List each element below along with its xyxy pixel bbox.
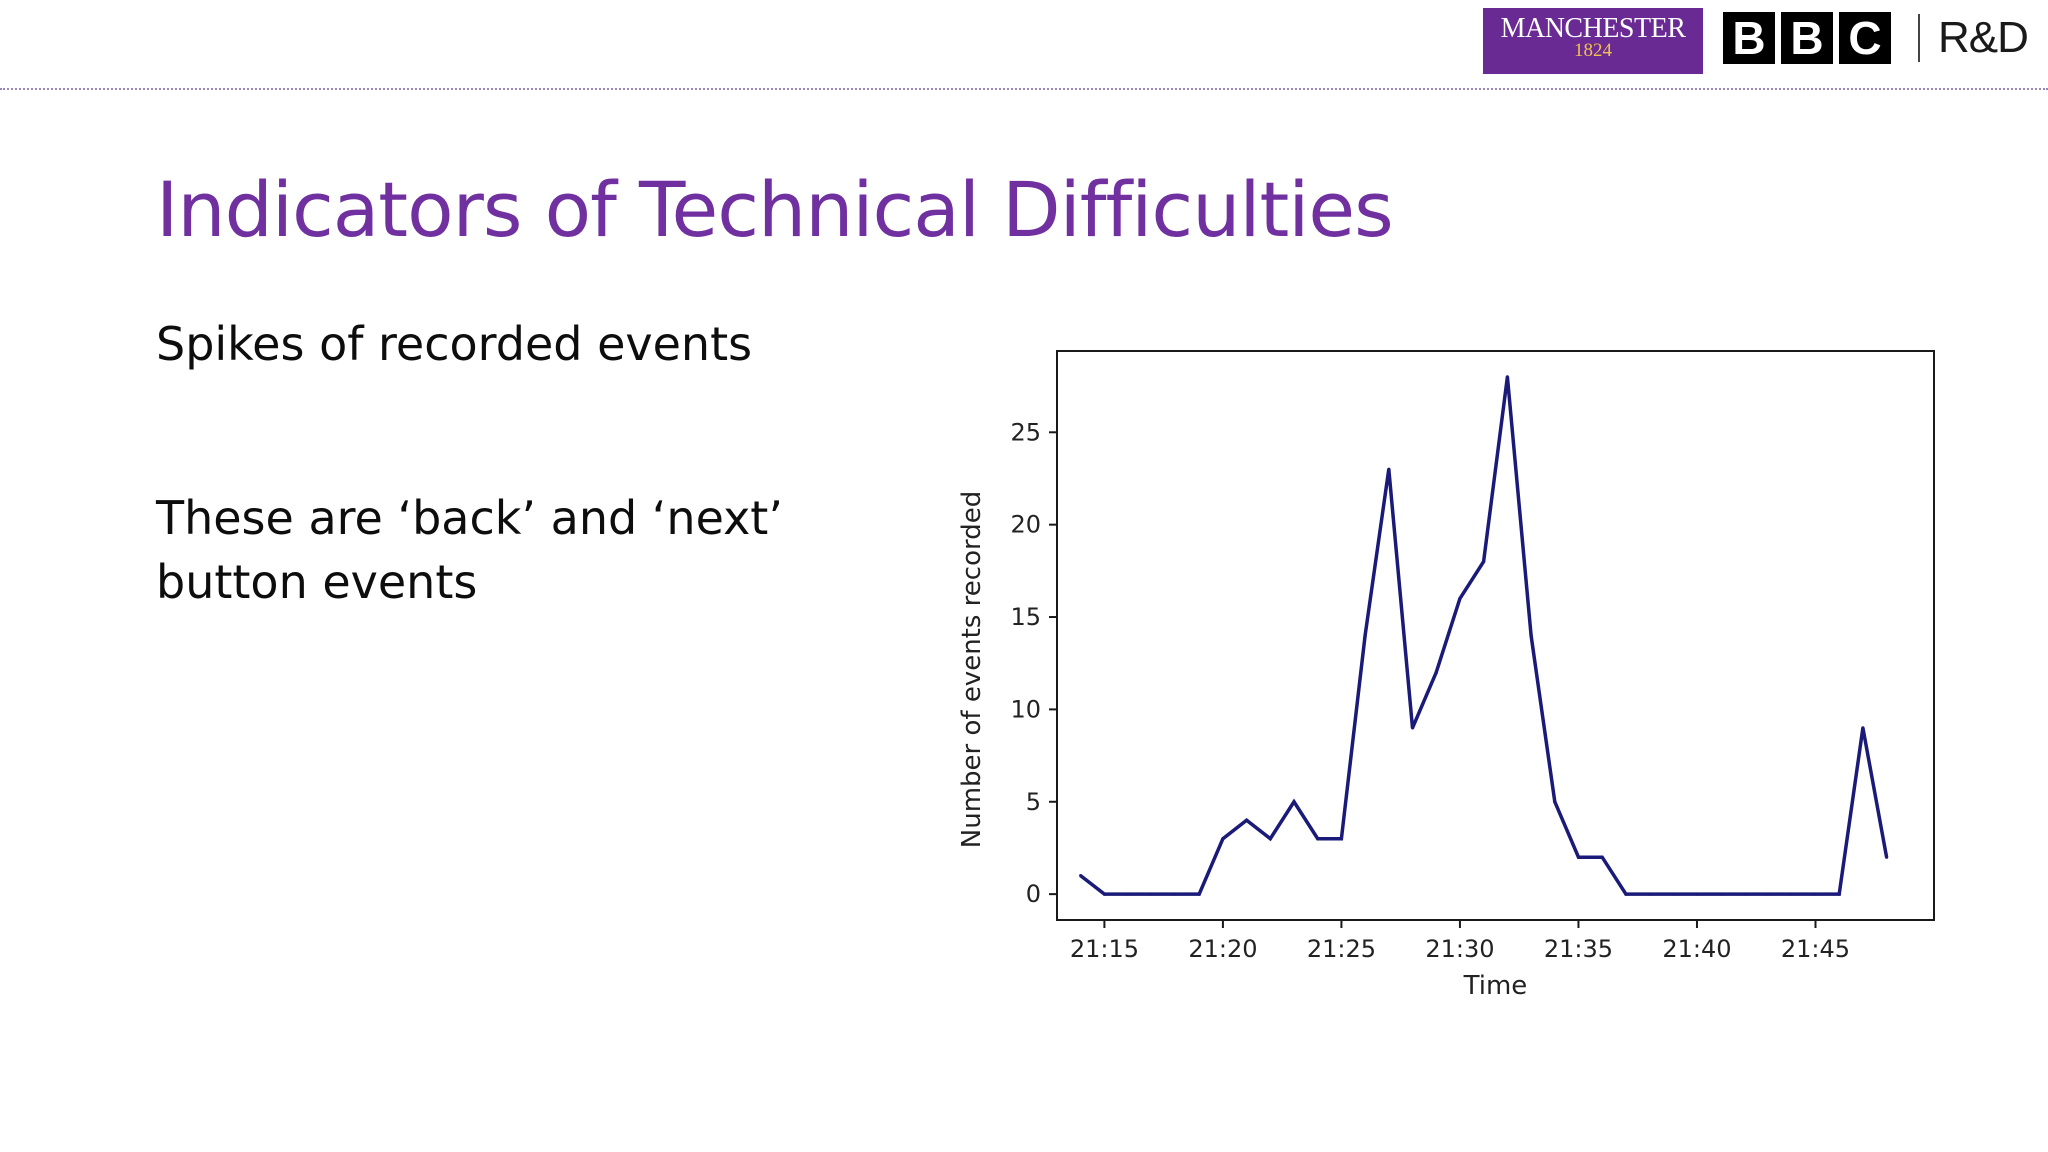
rd-logo: R&D (1938, 13, 2029, 62)
data-point (1884, 855, 1889, 859)
data-point (1861, 726, 1865, 730)
y-tick-label: 5 (1026, 788, 1041, 816)
data-point (1624, 892, 1628, 896)
plot-frame (1056, 350, 1935, 921)
x-axis-label: Time (1463, 971, 1528, 1001)
data-point (1245, 818, 1249, 822)
data-point (1647, 892, 1652, 896)
y-tick-label: 25 (1010, 418, 1041, 446)
manchester-logo-year: 1824 (1574, 40, 1612, 61)
data-point (1766, 892, 1770, 896)
data-point (1221, 837, 1225, 841)
x-tick-label: 21:15 (1070, 935, 1139, 963)
x-tick-label: 21:25 (1307, 935, 1376, 963)
x-tick-label: 21:45 (1781, 935, 1850, 963)
data-point (1553, 800, 1557, 804)
bbc-logo: B B C (1723, 12, 1891, 64)
slide-title: Indicators of Technical Difficulties (156, 165, 1394, 254)
data-point (1837, 892, 1841, 896)
data-point (1173, 892, 1178, 896)
data-point (1813, 892, 1818, 896)
data-point (1671, 892, 1675, 896)
logo-divider (1918, 14, 1920, 62)
data-point (1410, 726, 1415, 730)
data-point (1339, 837, 1344, 841)
bbc-logo-letter-3: C (1839, 12, 1891, 64)
data-point (1482, 560, 1486, 564)
data-point (1102, 892, 1107, 896)
data-point (1387, 467, 1391, 471)
data-point (1292, 800, 1296, 804)
bullet-button-events: These are ‘back’ and ‘next’ button event… (156, 491, 783, 609)
data-point (1363, 633, 1367, 638)
x-tick-label: 21:20 (1188, 935, 1257, 963)
data-point (1434, 670, 1438, 675)
y-tick-label: 15 (1010, 603, 1041, 631)
y-tick-label: 20 (1010, 511, 1041, 539)
data-point (1079, 874, 1083, 878)
x-tick-label: 21:30 (1425, 935, 1494, 963)
bbc-logo-letter-1: B (1723, 12, 1775, 64)
manchester-logo-name: MANCHESTER (1500, 13, 1686, 44)
bullet-spikes: Spikes of recorded events (156, 317, 753, 371)
x-tick-label: 21:40 (1662, 935, 1731, 963)
data-point (1268, 837, 1272, 841)
data-point (1719, 892, 1723, 896)
x-tick-label: 21:35 (1544, 935, 1613, 963)
data-point (1150, 892, 1154, 896)
events-line-chart: 0 5 10 15 20 25 21:15 21:20 21:25 21:30 21:35 21:40… (957, 350, 1935, 1001)
data-point (1197, 892, 1201, 896)
data-point (1742, 892, 1746, 896)
y-tick-label: 10 (1010, 695, 1041, 723)
data-point (1505, 375, 1509, 379)
data-point (1600, 855, 1604, 859)
data-point (1576, 855, 1581, 859)
bbc-logo-letter-2: B (1781, 12, 1833, 64)
data-point (1790, 892, 1794, 896)
data-point (1126, 892, 1130, 896)
y-tick-label: 0 (1026, 880, 1041, 908)
university-of-manchester-logo: MANCHESTER 1824 (1483, 8, 1703, 74)
data-point (1529, 633, 1533, 638)
data-point (1695, 892, 1699, 896)
data-point (1458, 596, 1462, 601)
y-axis-label: Number of events recorded (957, 491, 987, 848)
events-series-line (1079, 376, 1889, 896)
header-divider (0, 88, 2048, 90)
data-point (1316, 837, 1320, 841)
